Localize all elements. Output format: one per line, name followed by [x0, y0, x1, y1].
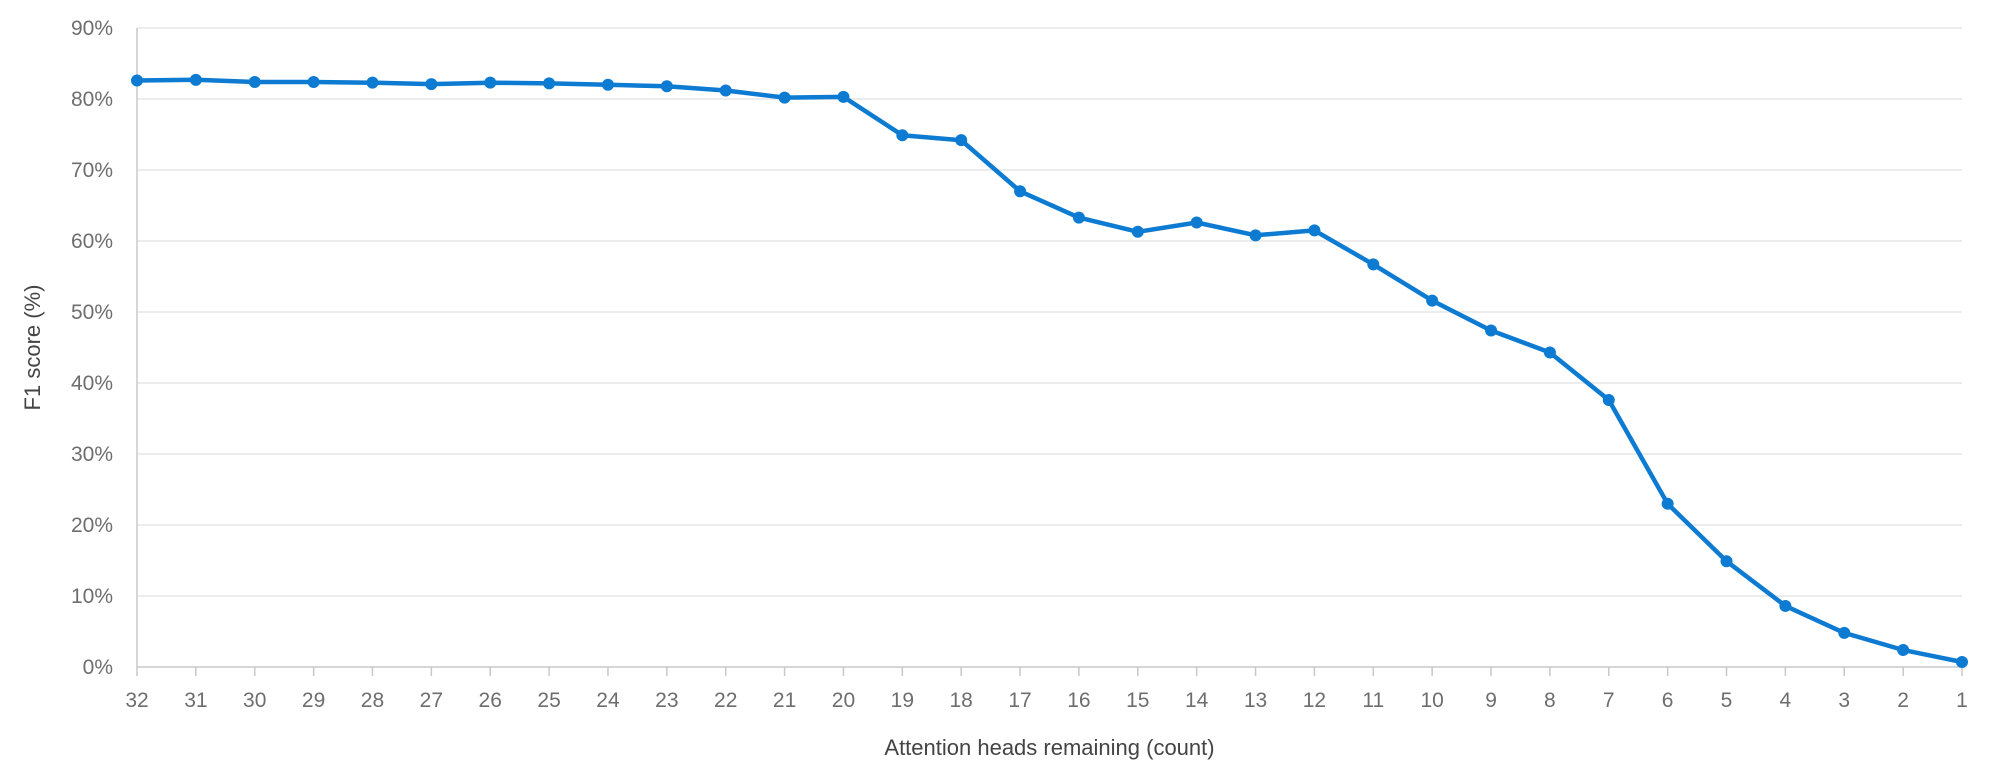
x-tick-label: 21: [773, 689, 796, 712]
data-point: [248, 75, 261, 88]
x-tick-label: 2: [1897, 689, 1909, 712]
x-tick-label: 18: [950, 689, 973, 712]
data-point: [660, 80, 673, 93]
x-tick-label: 10: [1420, 689, 1443, 712]
data-point: [601, 78, 614, 91]
x-tick-label: 4: [1780, 689, 1792, 712]
y-tick-label: 90%: [71, 17, 113, 40]
y-tick-label: 60%: [71, 230, 113, 253]
x-tick-label: 22: [714, 689, 737, 712]
y-tick-label: 0%: [83, 656, 113, 679]
data-point: [425, 78, 438, 91]
data-point: [1367, 258, 1380, 271]
data-point: [1190, 216, 1203, 229]
y-tick-label: 70%: [71, 159, 113, 182]
y-tick-label: 40%: [71, 372, 113, 395]
data-point: [1131, 225, 1144, 238]
series: [131, 73, 1968, 669]
x-tick-labels: 32 31 30 29 28 27 26 25 24 23 22 21 20 19 18 17 16 15 14 13…: [125, 689, 1968, 712]
x-tick-label: 30: [243, 689, 266, 712]
x-tick-label: 11: [1362, 689, 1384, 712]
x-tick-label: 12: [1303, 689, 1326, 712]
data-point: [1249, 229, 1262, 242]
data-point: [896, 129, 909, 142]
x-tick-label: 3: [1838, 689, 1850, 712]
y-tick-label: 50%: [71, 301, 113, 324]
x-tick-label: 8: [1544, 689, 1556, 712]
x-tick-label: 24: [596, 689, 620, 712]
x-tick-label: 19: [891, 689, 914, 712]
y-tick-labels: 0% 10% 20% 30% 40% 50% 60% 70% 80% 90%: [71, 17, 113, 679]
x-tick-label: 27: [420, 689, 443, 712]
x-tick-label: 32: [125, 689, 148, 712]
data-point: [543, 77, 556, 90]
data-point: [955, 134, 968, 147]
x-tick-label: 25: [537, 689, 560, 712]
y-tick-label: 10%: [71, 585, 113, 608]
data-point: [1072, 211, 1085, 224]
x-tick-label: 5: [1721, 689, 1733, 712]
y-axis-title: F1 score (%): [20, 285, 45, 411]
x-tick-label: 26: [479, 689, 502, 712]
x-tick-label: 17: [1008, 689, 1031, 712]
x-tick-label: 15: [1126, 689, 1149, 712]
data-point: [1485, 324, 1498, 337]
data-point: [1720, 555, 1733, 568]
y-tick-label: 30%: [71, 443, 113, 466]
series-line: [134, 77, 1965, 665]
y-tick-label: 80%: [71, 88, 113, 111]
x-tick-label: 13: [1244, 689, 1267, 712]
data-point: [837, 90, 850, 103]
data-point: [1014, 185, 1027, 198]
data-point: [1661, 497, 1674, 510]
x-axis-title: Attention heads remaining (count): [884, 735, 1214, 760]
data-point: [1543, 346, 1556, 359]
x-tick-label: 16: [1067, 689, 1090, 712]
data-point: [1779, 599, 1792, 612]
data-point: [1426, 294, 1439, 307]
x-tick-label: 23: [655, 689, 678, 712]
x-tick-label: 20: [832, 689, 855, 712]
x-tick-label: 1: [1956, 689, 1968, 712]
data-point: [189, 73, 202, 86]
x-tick-label: 14: [1185, 689, 1209, 712]
data-point: [1602, 394, 1615, 407]
x-tick-label: 31: [184, 689, 207, 712]
axes: [136, 28, 1963, 676]
x-tick-label: 9: [1485, 689, 1497, 712]
data-point: [1838, 626, 1851, 639]
data-point: [1897, 643, 1910, 656]
gridlines: [137, 27, 1962, 597]
x-tick-label: 7: [1603, 689, 1615, 712]
x-tick-label: 29: [302, 689, 325, 712]
x-tick-label: 6: [1662, 689, 1674, 712]
data-point: [366, 76, 379, 89]
y-tick-label: 20%: [71, 514, 113, 537]
x-tick-label: 28: [361, 689, 384, 712]
data-point: [307, 75, 320, 88]
data-point: [778, 91, 791, 104]
data-point: [719, 84, 732, 97]
data-point: [1956, 656, 1968, 669]
data-point: [131, 74, 143, 87]
data-point: [484, 76, 497, 89]
data-point: [1308, 224, 1321, 237]
